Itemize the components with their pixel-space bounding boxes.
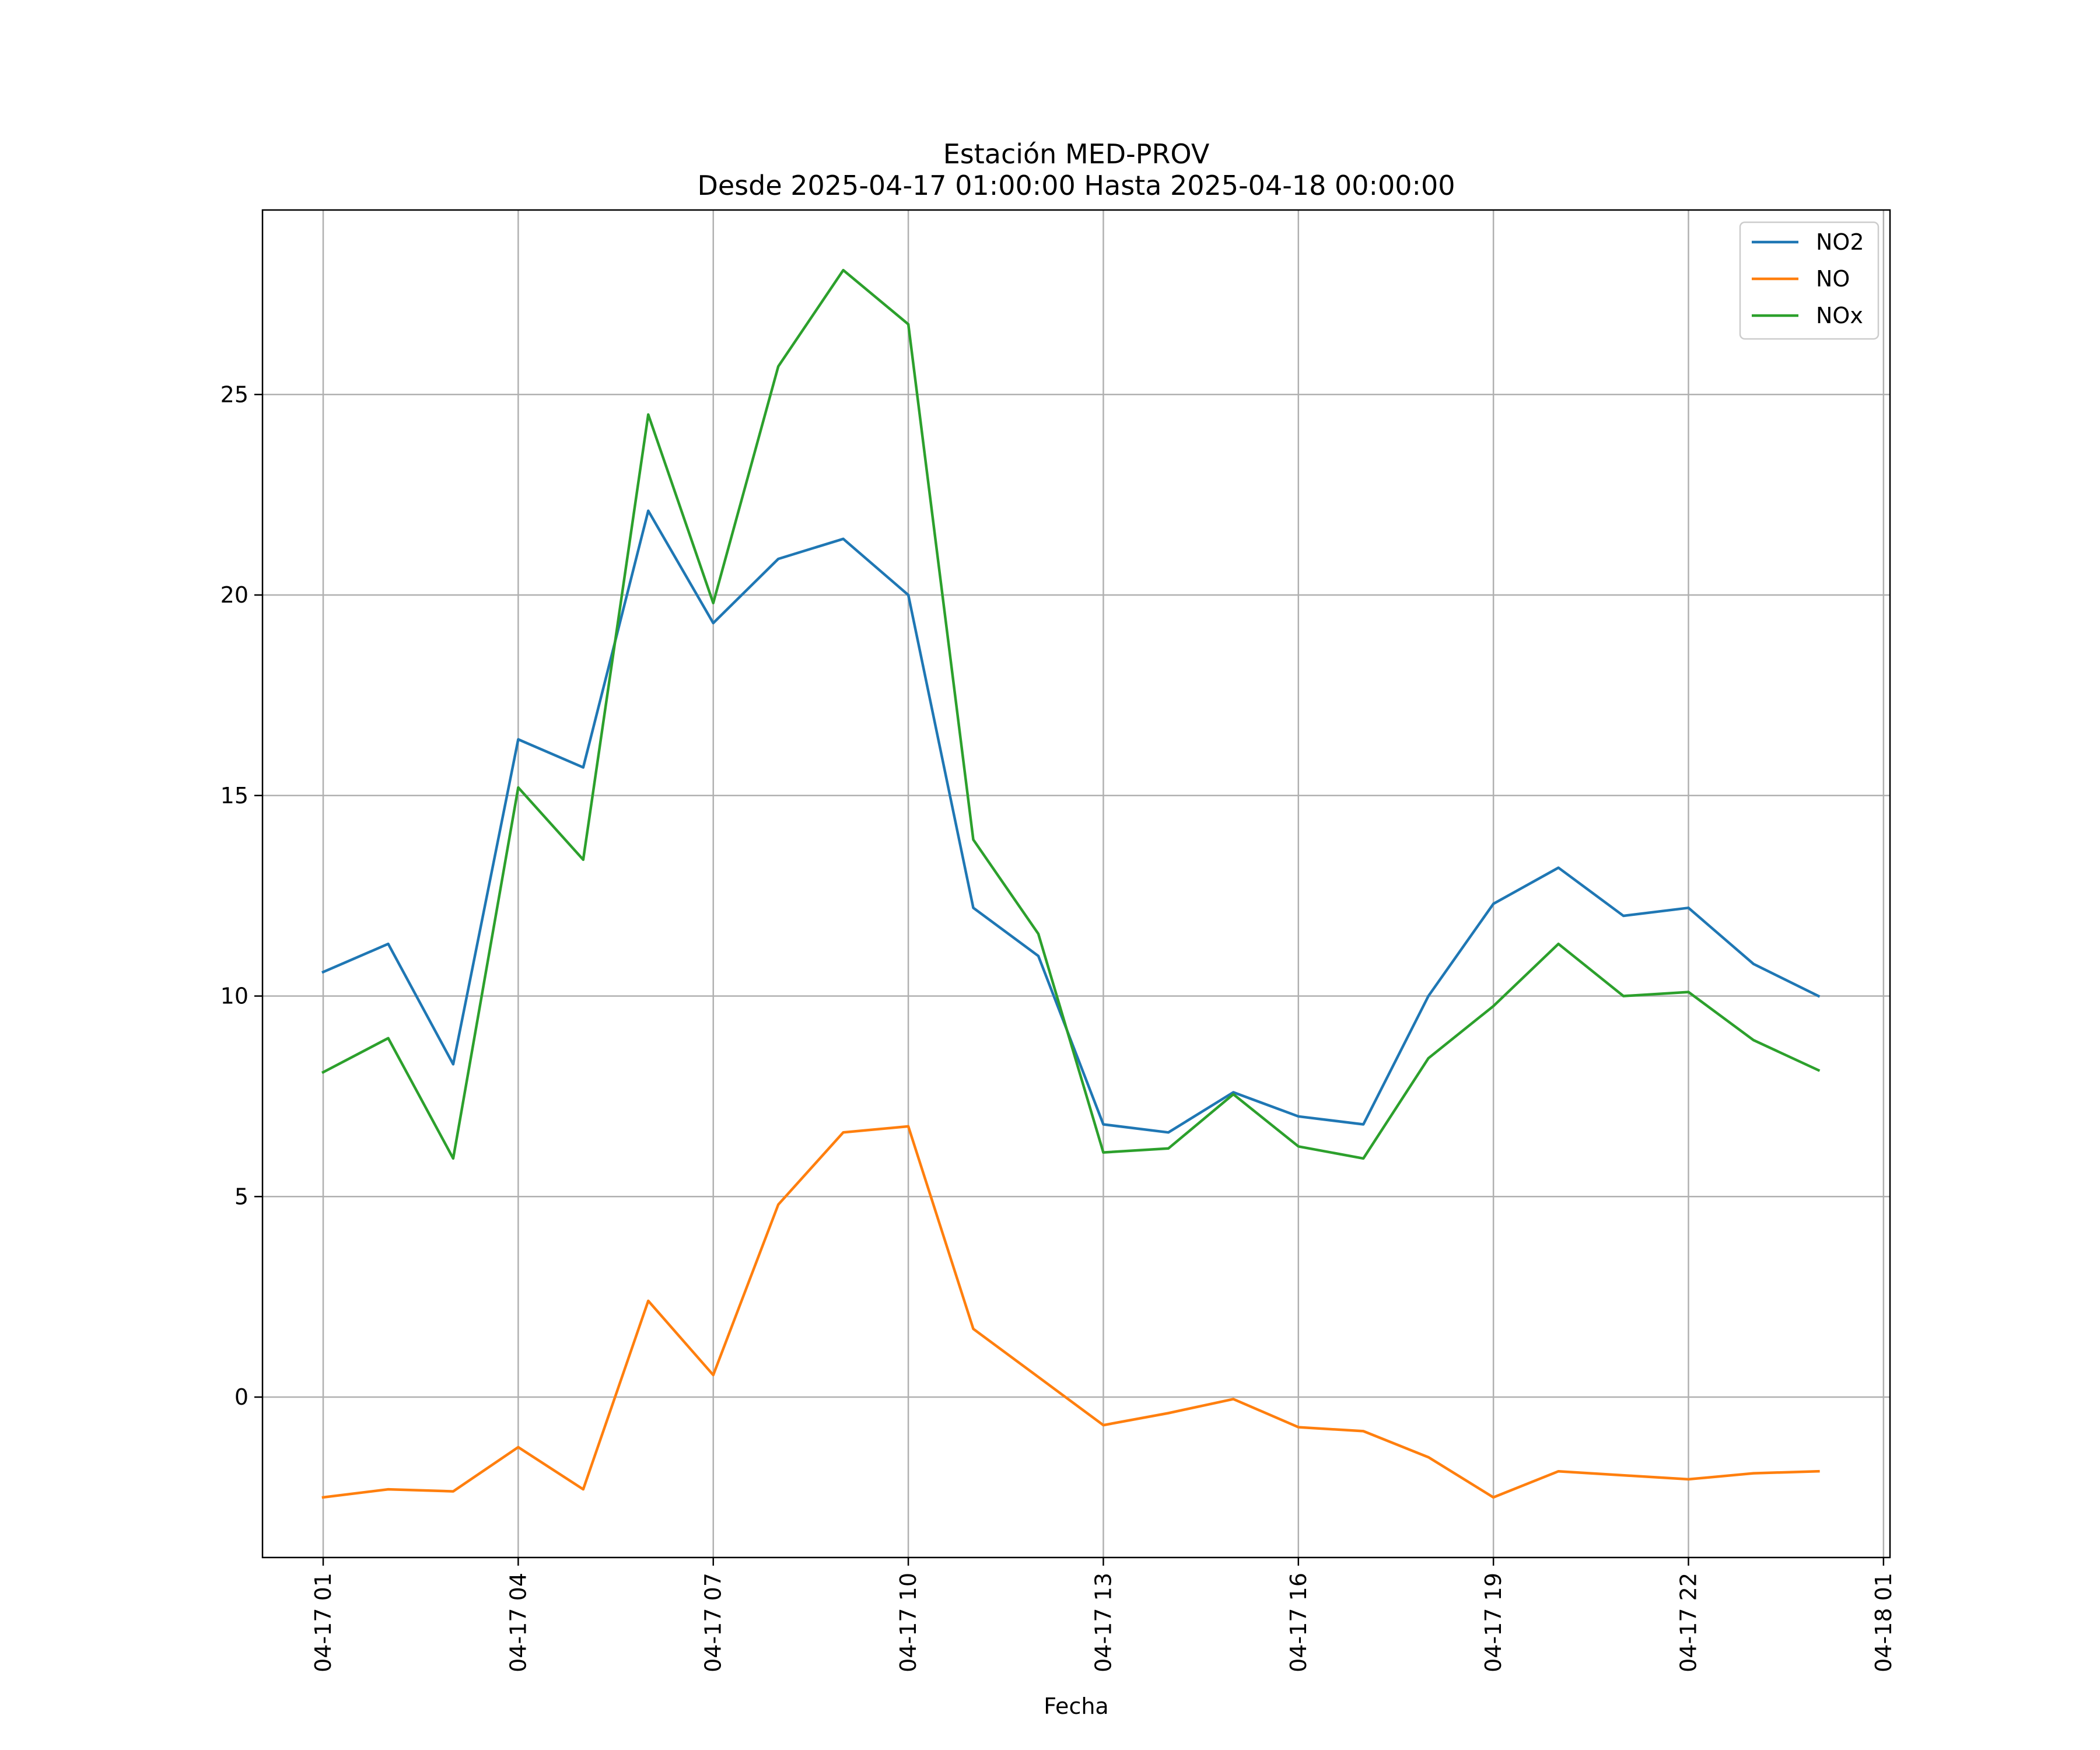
legend-box [1739,221,1880,340]
y-tick-label: 10 [220,984,249,1009]
y-tick-label: 0 [235,1384,249,1410]
x-tick-label: 04-17 07 [701,1573,726,1672]
legend-label-no: NO [1816,266,1850,292]
x-tick-label: 04-17 16 [1286,1573,1311,1672]
y-tick-label: 20 [220,582,249,608]
legend-label-no2: NO2 [1816,229,1864,255]
y-tick-label: 5 [235,1184,249,1209]
legend-label-nox: NOx [1816,303,1863,328]
grid [262,210,1890,1558]
chart-title: Estación MED-PROV [943,138,1210,170]
x-tick-label: 04-17 22 [1676,1573,1702,1672]
x-tick-label: 04-17 10 [895,1573,921,1672]
series-lines [321,268,1821,1499]
x-tick-label: 04-17 13 [1090,1573,1116,1672]
series-line-nox [321,268,1821,1160]
legend: NO2 NO NOx [1739,221,1880,340]
x-tick-label: 04-17 01 [310,1573,336,1672]
y-tick-label: 15 [220,783,249,808]
x-tick-label: 04-17 04 [505,1573,531,1672]
plot-area-frame [261,209,1891,1559]
chart-subtitle: Desde 2025-04-17 01:00:00 Hasta 2025-04-… [697,170,1455,201]
x-tick-label: 04-17 19 [1480,1573,1506,1672]
series-line-no [321,1125,1820,1499]
x-axis-label: Fecha [1044,1693,1108,1719]
x-tick-label: 04-18 01 [1871,1573,1896,1672]
y-tick-label: 25 [220,382,249,407]
axis-ticks: 0 5 10 15 20 25 04-17 01 04-17 04 04-17 07 04-17 … [220,382,1896,1672]
